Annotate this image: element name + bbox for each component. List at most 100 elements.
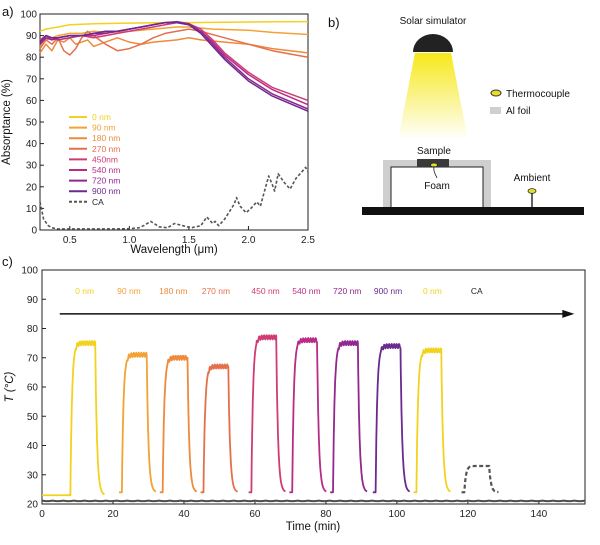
ambient-line [41,499,586,503]
foam-label: Foam [424,181,450,192]
absorptance-chart: 0.5 1.0 1.5 2.0 2.5 0 10 20 30 40 50 60 70 80 90 100 0 … [1,10,315,257]
temperature-x-tick-label: 40 [178,509,190,520]
cycle-labels: 0 nm 90 nm 180 nm 270 nm 450 nm 540 nm 720 nm 9… [75,286,483,296]
temperature-x-label: Time (min) [286,521,341,533]
temperature-x-tick-label: 140 [531,509,548,520]
cycle-line-2 [159,354,198,494]
temperature-y-tick-label: 30 [27,470,39,481]
legend-label-720: 720 nm [92,176,120,186]
absorptance-y-tick-label: 20 [26,182,38,193]
cycle-label-7: 900 nm [374,286,402,296]
cycle-label-3: 270 nm [202,286,230,296]
cycle-line-1 [118,351,157,494]
time-arrow [59,309,575,318]
absorptance-y-tick-label: 30 [26,161,38,172]
legend-label-900: 900 nm [92,186,120,196]
absorptance-ticks: 0.5 1.0 1.5 2.0 2.5 0 10 20 30 40 50 60 70 80 90 100 [20,10,315,247]
legend-label-270: 270 nm [92,144,120,154]
cycle-label-0: 0 nm [75,286,94,296]
absorptance-x-tick-label: 1.0 [122,235,136,246]
legend-label-ca: CA [92,197,104,207]
absorptance-y-tick-label: 0 [31,226,37,237]
cycle-line-6 [329,340,368,494]
temperature-x-tick-label: 60 [249,509,261,520]
solar-simulator-label: Solar simulator [400,16,467,27]
panel-label-c: c) [2,254,13,269]
cycle-line-9 [460,464,500,494]
series-line-720 [39,20,309,110]
temperature-y-tick-label: 60 [27,383,39,394]
cycle-label-4: 450 nm [251,286,279,296]
temperature-y-label: T (°C) [4,371,16,402]
thermocouple-wire [433,165,438,179]
absorptance-x-tick-label: 2.0 [241,235,255,246]
cycle-label-8: 0 nm [423,286,442,296]
absorptance-x-tick-label: 0.5 [63,235,77,246]
temperature-y-tick-label: 40 [27,441,39,452]
absorptance-y-tick-label: 100 [20,10,37,21]
legend-label-180: 180 nm [92,133,120,143]
temperature-x-tick-label: 0 [39,509,45,520]
temperature-series [41,334,586,503]
cycle-line-8 [412,347,452,494]
ambient-thermocouple-icon [527,188,537,194]
setup-diagram: Solar simulator Thermocouple Al foil Sam… [362,16,584,215]
absorptance-y-tick-label: 90 [26,31,38,42]
temperature-y-tick-label: 20 [27,500,39,511]
cycle-line-0 [67,340,105,497]
legend-label-90: 90 nm [92,123,116,133]
absorptance-x-label: Wavelength (μm) [130,244,218,256]
cycle-line-3 [200,363,239,494]
cycle-label-1: 90 nm [117,286,141,296]
series-line-270 [39,28,309,58]
panel-label-a: a) [2,4,14,19]
absorptance-series [39,20,309,230]
base-platform [362,207,584,215]
absorptance-y-label: Absorptance (%) [1,79,13,165]
al-foil-label: Al foil [506,106,530,117]
temperature-y-tick-label: 80 [27,324,39,335]
panel-label-b: b) [328,15,340,30]
legend-label-540: 540 nm [92,165,120,175]
cycle-label-9: CA [471,286,483,296]
cycle-label-5: 540 nm [292,286,320,296]
absorptance-x-tick-label: 1.5 [182,235,196,246]
absorptance-x-tick-label: 2.5 [301,235,315,246]
absorptance-y-tick-label: 70 [26,74,38,85]
legend-label-450: 450nm [92,154,118,164]
absorptance-plot-frame [39,13,309,231]
cycle-line-4 [247,334,287,494]
temperature-x-tick-label: 120 [460,509,477,520]
temperature-x-tick-label: 100 [389,509,406,520]
series-line-90 [39,26,309,47]
al-foil-legend-icon [490,107,501,114]
temperature-y-tick-label: 50 [27,412,39,423]
ambient-label: Ambient [514,173,551,184]
light-beam [398,53,468,140]
series-line-900 [39,21,309,112]
temperature-y-tick-label: 100 [21,266,38,277]
temperature-y-tick-label: 70 [27,353,39,364]
absorptance-y-tick-label: 40 [26,139,38,150]
thermocouple-label: Thermocouple [506,89,570,100]
sample-label: Sample [417,146,451,157]
temperature-y-tick-label: 90 [27,295,39,306]
thermocouple-legend-icon [490,89,502,97]
cycle-line-7 [372,343,411,494]
lamp-icon [413,34,453,52]
absorptance-y-tick-label: 60 [26,96,38,107]
absorptance-y-tick-label: 80 [26,53,38,64]
temperature-x-tick-label: 20 [107,509,119,520]
series-line-0 [39,20,309,33]
cycle-label-6: 720 nm [333,286,361,296]
temperature-x-tick-label: 80 [320,509,332,520]
time-arrow-head [562,309,575,318]
absorptance-y-tick-label: 10 [26,204,38,215]
legend-label-0: 0 nm [92,112,111,122]
cycle-line-5 [288,337,327,494]
absorptance-y-tick-label: 50 [26,118,38,129]
